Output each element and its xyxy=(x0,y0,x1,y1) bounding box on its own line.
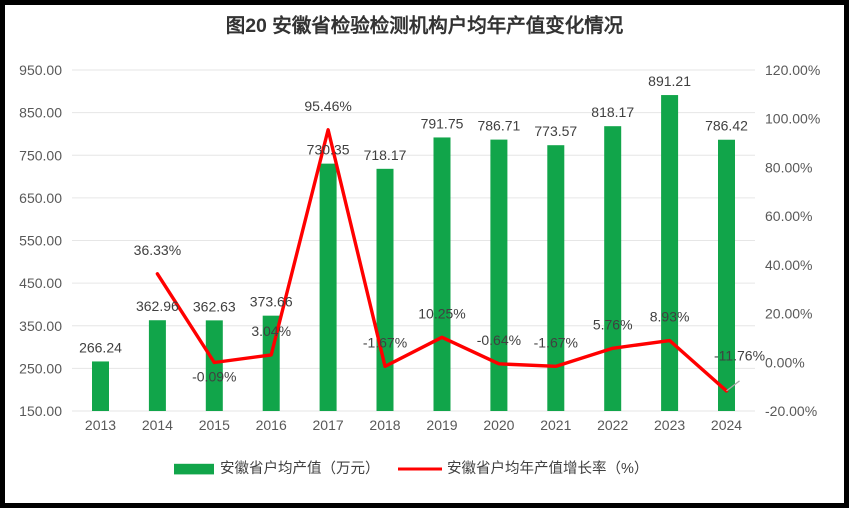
svg-text:373.66: 373.66 xyxy=(250,294,293,310)
svg-text:786.71: 786.71 xyxy=(477,118,520,134)
svg-text:2021: 2021 xyxy=(540,417,571,433)
svg-text:362.96: 362.96 xyxy=(136,298,179,314)
svg-text:120.00%: 120.00% xyxy=(765,62,820,78)
svg-text:786.42: 786.42 xyxy=(705,118,748,134)
svg-text:791.75: 791.75 xyxy=(421,116,464,132)
svg-text:2016: 2016 xyxy=(256,417,287,433)
svg-text:10.25%: 10.25% xyxy=(418,305,465,321)
svg-text:8.93%: 8.93% xyxy=(650,309,690,325)
svg-text:950.00: 950.00 xyxy=(19,62,62,78)
svg-text:60.00%: 60.00% xyxy=(765,208,812,224)
svg-text:-1.67%: -1.67% xyxy=(363,334,407,350)
svg-text:-20.00%: -20.00% xyxy=(765,403,817,419)
svg-text:80.00%: 80.00% xyxy=(765,159,812,175)
svg-text:安徽省户均年产值增长率（%）: 安徽省户均年产值增长率（%） xyxy=(447,460,648,477)
svg-text:5.76%: 5.76% xyxy=(593,316,633,332)
svg-text:650.00: 650.00 xyxy=(19,190,62,206)
svg-text:773.57: 773.57 xyxy=(534,123,577,139)
svg-text:-1.67%: -1.67% xyxy=(534,334,578,350)
svg-text:350.00: 350.00 xyxy=(19,318,62,334)
svg-text:150.00: 150.00 xyxy=(19,403,62,419)
svg-text:266.24: 266.24 xyxy=(79,340,122,356)
svg-text:-0.09%: -0.09% xyxy=(192,369,236,385)
svg-text:-0.64%: -0.64% xyxy=(477,332,521,348)
svg-text:2023: 2023 xyxy=(654,417,685,433)
svg-text:2015: 2015 xyxy=(199,417,230,433)
svg-text:95.46%: 95.46% xyxy=(304,98,351,114)
svg-text:36.33%: 36.33% xyxy=(134,242,181,258)
svg-text:2022: 2022 xyxy=(597,417,628,433)
svg-text:0.00%: 0.00% xyxy=(765,354,805,370)
svg-text:250.00: 250.00 xyxy=(19,360,62,376)
svg-text:718.17: 718.17 xyxy=(364,147,407,163)
svg-text:2019: 2019 xyxy=(426,417,457,433)
svg-text:818.17: 818.17 xyxy=(591,104,634,120)
svg-text:2013: 2013 xyxy=(85,417,116,433)
svg-text:3.04%: 3.04% xyxy=(251,323,291,339)
svg-text:362.63: 362.63 xyxy=(193,298,236,314)
svg-text:730.35: 730.35 xyxy=(307,142,350,158)
svg-text:2024: 2024 xyxy=(711,417,742,433)
svg-text:40.00%: 40.00% xyxy=(765,257,812,273)
svg-text:2020: 2020 xyxy=(483,417,514,433)
svg-text:-11.76%: -11.76% xyxy=(714,347,765,363)
svg-text:850.00: 850.00 xyxy=(19,105,62,121)
svg-text:891.21: 891.21 xyxy=(648,73,691,89)
svg-text:2017: 2017 xyxy=(313,417,344,433)
svg-text:750.00: 750.00 xyxy=(19,147,62,163)
svg-text:2018: 2018 xyxy=(369,417,400,433)
svg-text:100.00%: 100.00% xyxy=(765,111,820,127)
svg-text:安徽省户均产值（万元）: 安徽省户均产值（万元） xyxy=(220,460,380,477)
svg-text:450.00: 450.00 xyxy=(19,275,62,291)
svg-text:2014: 2014 xyxy=(142,417,173,433)
svg-text:20.00%: 20.00% xyxy=(765,306,812,322)
svg-text:550.00: 550.00 xyxy=(19,233,62,249)
